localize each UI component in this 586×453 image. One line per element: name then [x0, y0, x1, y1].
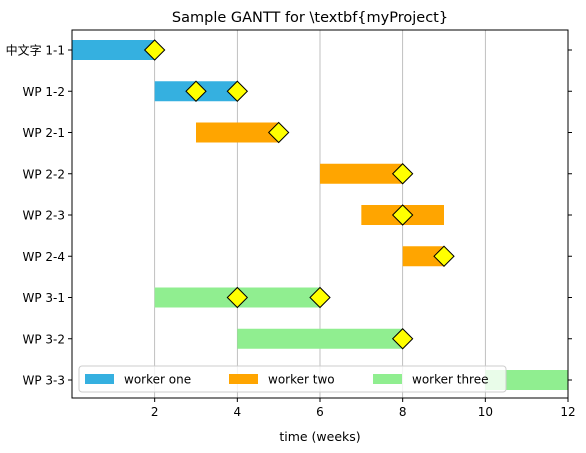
task-label-2: WP 1-2: [22, 85, 65, 99]
milestone-4-1: [391, 163, 414, 185]
chart-title: Sample GANTT for \textbf{myProject}: [172, 10, 448, 26]
task-label-7: WP 3-1: [22, 291, 65, 305]
x-tick-label-5: 12: [560, 405, 575, 419]
milestone-5-1: [391, 204, 414, 226]
legend-label-1: worker one: [124, 373, 191, 387]
task-label-3: WP 2-1: [22, 126, 65, 140]
x-tick-label-3: 8: [399, 405, 407, 419]
task-label-9: WP 3-3: [22, 374, 65, 388]
x-tick-label-2: 6: [316, 405, 324, 419]
legend-swatch-2: [229, 374, 258, 384]
milestone-2-2: [226, 80, 249, 102]
task-label-8: WP 3-2: [22, 332, 65, 346]
task-label-1: 中文字 1-1: [6, 43, 65, 58]
x-tick-labels: 2 4 6 8 10 12: [151, 405, 576, 419]
legend-swatch-1: [85, 374, 114, 384]
milestone-markers: [143, 39, 455, 350]
x-tick-label-0: 2: [151, 405, 159, 419]
x-tick-label-1: 4: [234, 405, 242, 419]
milestone-7-2: [309, 286, 331, 309]
milestone-7-1: [226, 286, 249, 309]
legend-label-2: worker two: [268, 373, 335, 387]
task-label-6: WP 2-4: [22, 250, 65, 264]
task-label-4: WP 2-2: [22, 167, 65, 181]
axis-ticks: [68, 49, 572, 402]
legend-swatch-3: [373, 374, 402, 384]
milestone-1-1: [143, 39, 166, 61]
legend-label-3: worker three: [412, 373, 489, 387]
y-tick-labels: 中文字 1-1 WP 1-2 WP 2-1 WP 2-2 WP 2-3 WP 2-4 WP …: [6, 43, 65, 388]
x-tick-label-4: 10: [478, 405, 493, 419]
legend-box: [78, 365, 507, 393]
task-label-5: WP 2-3: [22, 209, 65, 223]
task-bar-8: [237, 328, 403, 349]
task-bar-4: [320, 163, 403, 184]
legend: worker one worker two worker three: [78, 365, 507, 393]
task-bar-6: [402, 246, 444, 267]
milestone-3-1: [267, 121, 290, 144]
task-bars: [72, 40, 568, 390]
milestone-2-1: [185, 80, 207, 102]
x-axis-label: time (weeks): [279, 429, 360, 444]
milestone-6-1: [433, 245, 455, 267]
task-bar-1: [72, 40, 155, 60]
milestone-8-1: [391, 328, 414, 350]
task-bar-3: [196, 122, 279, 143]
